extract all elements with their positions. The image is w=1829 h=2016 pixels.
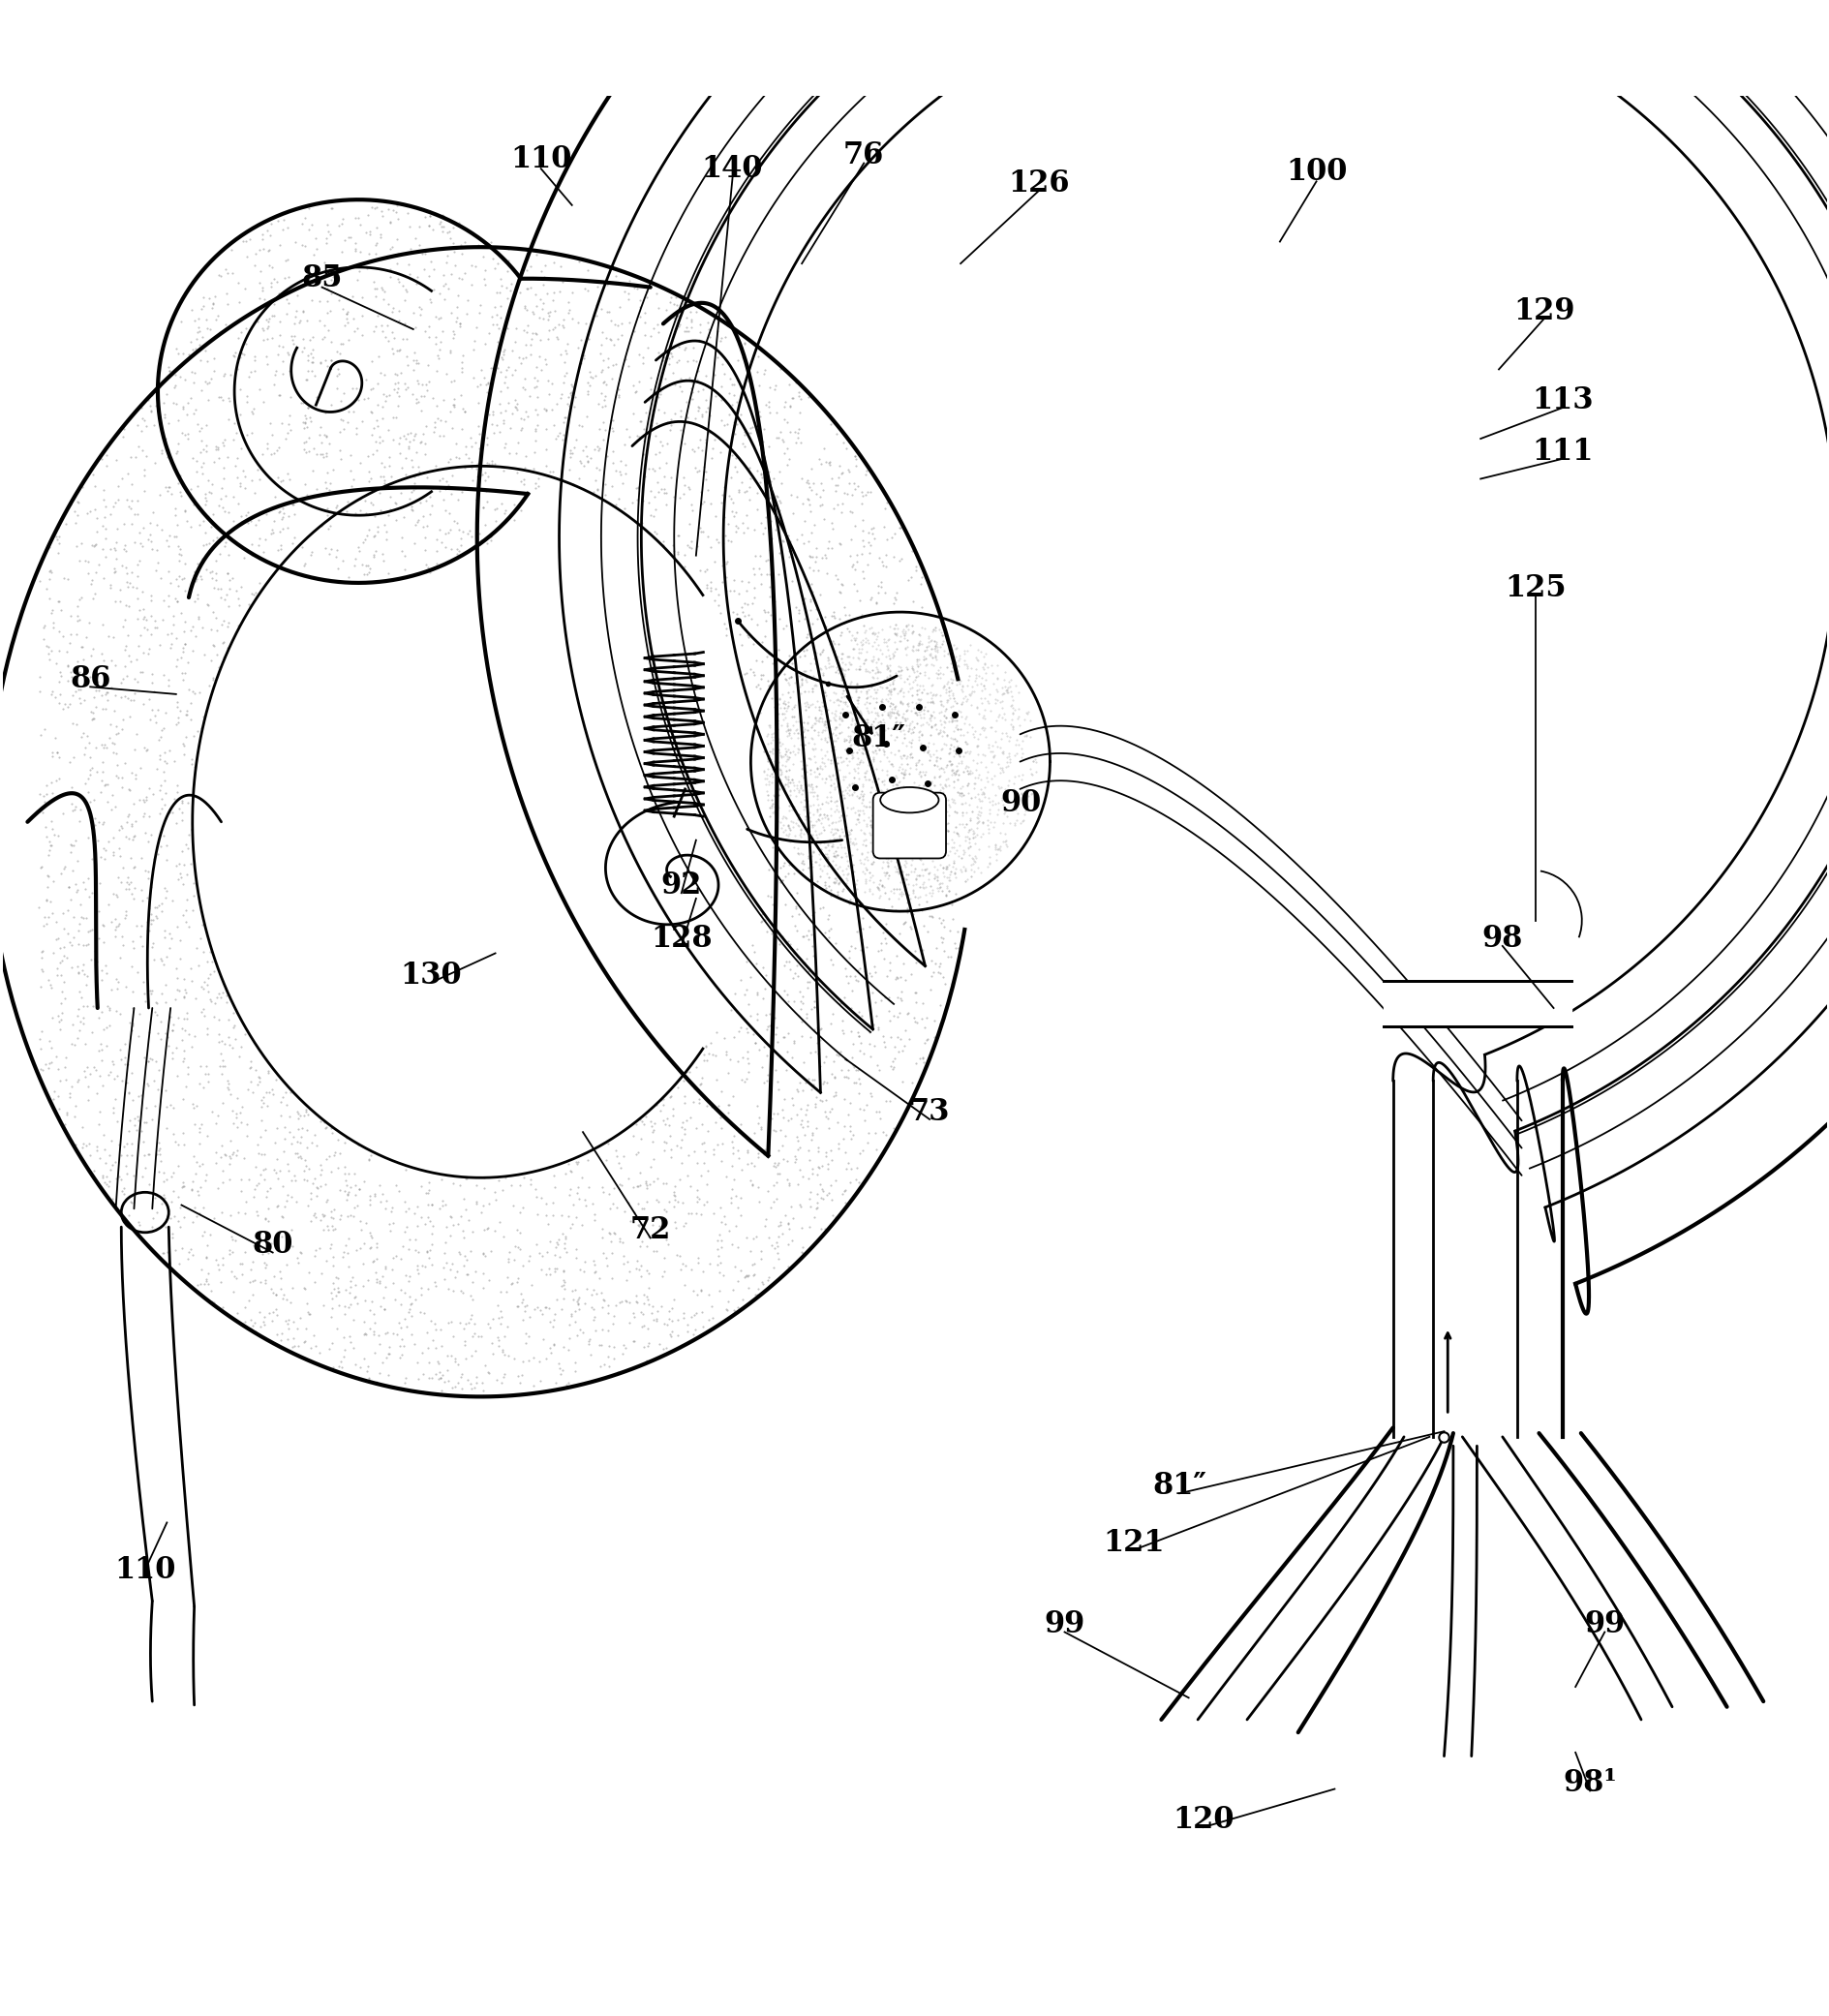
Text: 125: 125 bbox=[1503, 573, 1566, 603]
Text: 76: 76 bbox=[843, 141, 883, 171]
Text: 81″: 81″ bbox=[1152, 1472, 1205, 1502]
Text: 92: 92 bbox=[660, 871, 702, 901]
Text: 98¹: 98¹ bbox=[1562, 1768, 1617, 1798]
Text: 129: 129 bbox=[1513, 296, 1575, 327]
Text: 121: 121 bbox=[1103, 1528, 1163, 1558]
Text: 99: 99 bbox=[1584, 1609, 1624, 1639]
Text: 80: 80 bbox=[252, 1230, 293, 1260]
Text: 120: 120 bbox=[1172, 1804, 1233, 1835]
Text: 130: 130 bbox=[401, 960, 463, 990]
Text: 140: 140 bbox=[701, 153, 763, 183]
FancyBboxPatch shape bbox=[872, 792, 946, 859]
Text: 98: 98 bbox=[1481, 923, 1522, 954]
Text: 72: 72 bbox=[629, 1216, 671, 1246]
Text: 81″: 81″ bbox=[850, 724, 905, 752]
Text: 100: 100 bbox=[1286, 157, 1346, 187]
Text: 99: 99 bbox=[1044, 1609, 1085, 1639]
Text: 111: 111 bbox=[1531, 435, 1593, 466]
Text: 110: 110 bbox=[510, 145, 571, 175]
Text: 128: 128 bbox=[651, 923, 711, 954]
Text: 110: 110 bbox=[113, 1554, 176, 1585]
Text: 90: 90 bbox=[1000, 788, 1041, 818]
Text: 126: 126 bbox=[1008, 167, 1070, 198]
Text: 73: 73 bbox=[909, 1097, 949, 1127]
Text: 113: 113 bbox=[1531, 385, 1593, 415]
Ellipse shape bbox=[880, 786, 938, 812]
Text: 86: 86 bbox=[70, 665, 112, 696]
Text: 85: 85 bbox=[302, 264, 342, 292]
